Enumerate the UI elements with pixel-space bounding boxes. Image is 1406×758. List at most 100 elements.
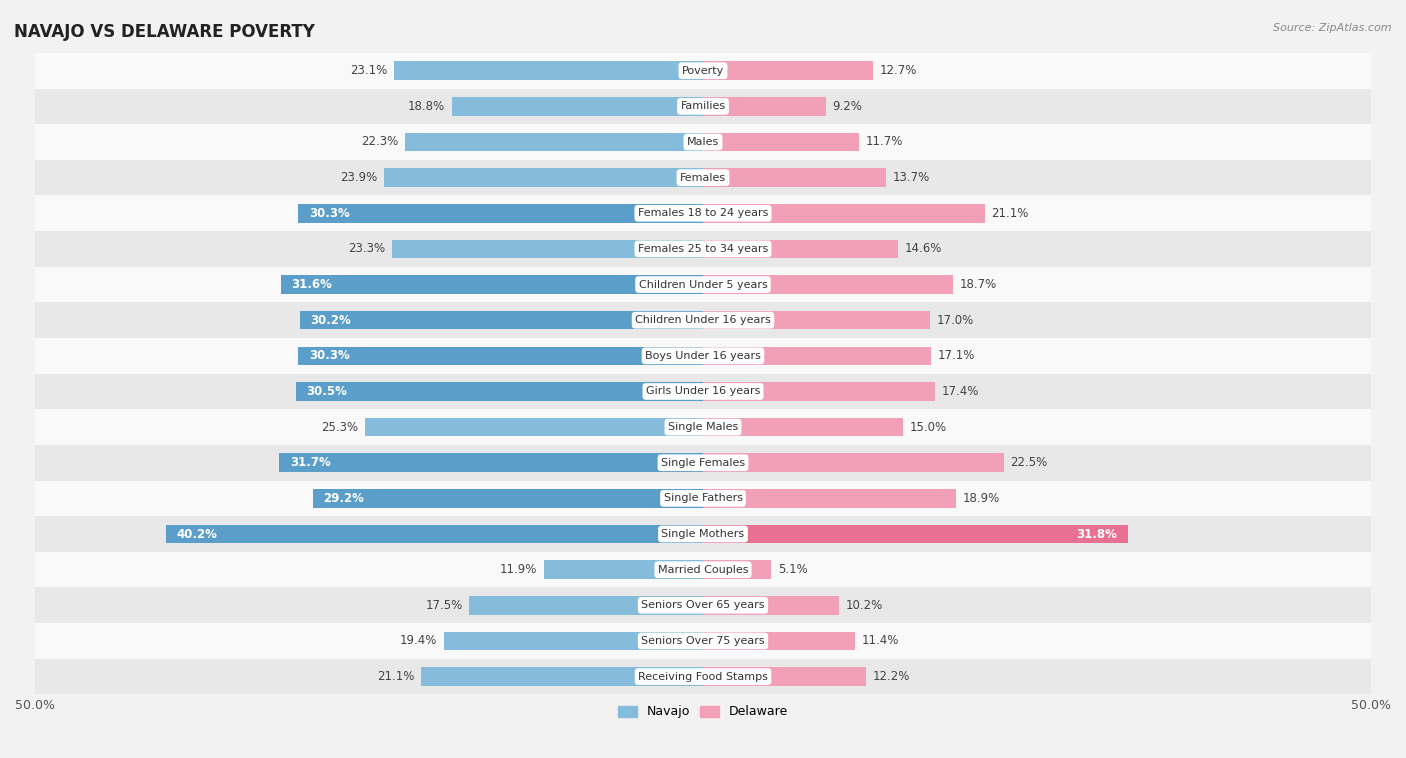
Bar (35, 302, 1371, 338)
Bar (470, 596, 703, 615)
Bar (35, 231, 1371, 267)
Bar (35, 445, 1371, 481)
Text: 30.2%: 30.2% (311, 314, 352, 327)
Bar (703, 346, 931, 365)
Bar (35, 409, 1371, 445)
Text: 12.7%: 12.7% (879, 64, 917, 77)
Bar (422, 667, 703, 686)
Bar (35, 516, 1371, 552)
Bar (703, 489, 956, 508)
Text: 21.1%: 21.1% (377, 670, 415, 683)
Text: Married Couples: Married Couples (658, 565, 748, 575)
Text: 22.5%: 22.5% (1011, 456, 1047, 469)
Text: 17.0%: 17.0% (936, 314, 974, 327)
Text: Single Males: Single Males (668, 422, 738, 432)
Text: Children Under 5 years: Children Under 5 years (638, 280, 768, 290)
Bar (298, 346, 703, 365)
Bar (703, 240, 898, 258)
Text: 21.1%: 21.1% (991, 207, 1029, 220)
Bar (35, 53, 1371, 89)
Text: Seniors Over 75 years: Seniors Over 75 years (641, 636, 765, 646)
Bar (703, 631, 855, 650)
Bar (405, 133, 703, 152)
Bar (703, 133, 859, 152)
Bar (314, 489, 703, 508)
Bar (35, 267, 1371, 302)
Text: Single Mothers: Single Mothers (661, 529, 745, 539)
Text: 11.4%: 11.4% (862, 634, 900, 647)
Bar (35, 623, 1371, 659)
Text: 11.7%: 11.7% (866, 136, 904, 149)
Bar (298, 204, 703, 223)
Bar (703, 453, 1004, 472)
Bar (35, 196, 1371, 231)
Text: 14.6%: 14.6% (904, 243, 942, 255)
Bar (703, 560, 770, 579)
Bar (703, 311, 931, 330)
Bar (392, 240, 703, 258)
Bar (444, 631, 703, 650)
Text: 10.2%: 10.2% (846, 599, 883, 612)
Text: 31.8%: 31.8% (1076, 528, 1118, 540)
Bar (35, 374, 1371, 409)
Text: 15.0%: 15.0% (910, 421, 948, 434)
Text: 12.2%: 12.2% (873, 670, 910, 683)
Text: 17.5%: 17.5% (425, 599, 463, 612)
Bar (703, 382, 935, 401)
Text: 9.2%: 9.2% (832, 100, 862, 113)
Text: 11.9%: 11.9% (501, 563, 537, 576)
Bar (35, 587, 1371, 623)
Bar (703, 168, 886, 187)
Bar (35, 659, 1371, 694)
Bar (703, 418, 904, 437)
Bar (299, 311, 703, 330)
Text: Seniors Over 65 years: Seniors Over 65 years (641, 600, 765, 610)
Legend: Navajo, Delaware: Navajo, Delaware (613, 700, 793, 723)
Text: NAVAJO VS DELAWARE POVERTY: NAVAJO VS DELAWARE POVERTY (14, 23, 315, 41)
Bar (295, 382, 703, 401)
Bar (703, 275, 953, 294)
Text: 13.7%: 13.7% (893, 171, 929, 184)
Text: 30.5%: 30.5% (307, 385, 347, 398)
Text: 29.2%: 29.2% (323, 492, 364, 505)
Text: 17.1%: 17.1% (938, 349, 976, 362)
Bar (703, 667, 866, 686)
Bar (35, 552, 1371, 587)
Text: 23.9%: 23.9% (340, 171, 377, 184)
Text: 22.3%: 22.3% (361, 136, 398, 149)
Bar (35, 124, 1371, 160)
Text: 17.4%: 17.4% (942, 385, 980, 398)
Text: Families: Families (681, 102, 725, 111)
Text: Males: Males (688, 137, 718, 147)
Text: 5.1%: 5.1% (778, 563, 807, 576)
Bar (703, 525, 1128, 543)
Text: 30.3%: 30.3% (309, 207, 350, 220)
Bar (703, 97, 825, 116)
Text: 23.1%: 23.1% (350, 64, 388, 77)
Text: Females 25 to 34 years: Females 25 to 34 years (638, 244, 768, 254)
Text: 19.4%: 19.4% (399, 634, 437, 647)
Text: Single Females: Single Females (661, 458, 745, 468)
Text: 18.7%: 18.7% (959, 278, 997, 291)
Text: Boys Under 16 years: Boys Under 16 years (645, 351, 761, 361)
Text: Girls Under 16 years: Girls Under 16 years (645, 387, 761, 396)
Bar (35, 481, 1371, 516)
Text: 25.3%: 25.3% (321, 421, 359, 434)
Bar (703, 596, 839, 615)
Text: 23.3%: 23.3% (347, 243, 385, 255)
Text: Single Fathers: Single Fathers (664, 493, 742, 503)
Bar (395, 61, 703, 80)
Text: Poverty: Poverty (682, 66, 724, 76)
Text: 30.3%: 30.3% (309, 349, 350, 362)
Bar (166, 525, 703, 543)
Text: 31.7%: 31.7% (290, 456, 330, 469)
Text: 40.2%: 40.2% (177, 528, 218, 540)
Text: Females: Females (681, 173, 725, 183)
Text: Females 18 to 24 years: Females 18 to 24 years (638, 208, 768, 218)
Text: Children Under 16 years: Children Under 16 years (636, 315, 770, 325)
Bar (544, 560, 703, 579)
Bar (703, 61, 873, 80)
Text: 18.8%: 18.8% (408, 100, 446, 113)
Bar (35, 160, 1371, 196)
Bar (280, 453, 703, 472)
